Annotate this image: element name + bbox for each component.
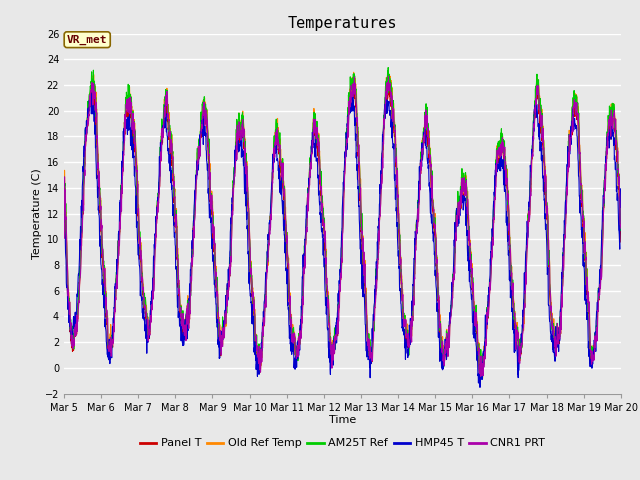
AM25T Ref: [216, 338, 223, 344]
Title: Temperatures: Temperatures: [287, 16, 397, 31]
Line: Panel T: Panel T: [64, 83, 621, 380]
CNR1 PRT: [584, 286, 591, 291]
Text: VR_met: VR_met: [67, 35, 108, 45]
Old Ref Temp: [617, 224, 625, 230]
Old Ref Temp: [505, 203, 513, 208]
HMP45 T: [476, 384, 484, 390]
AM25T Ref: [505, 210, 513, 216]
HMP45 T: [88, 90, 96, 96]
Old Ref Temp: [568, 121, 576, 127]
CNR1 PRT: [358, 238, 366, 243]
AM25T Ref: [358, 244, 366, 250]
HMP45 T: [505, 248, 513, 254]
CNR1 PRT: [385, 73, 392, 79]
CNR1 PRT: [60, 221, 68, 227]
CNR1 PRT: [371, 318, 378, 324]
AM25T Ref: [476, 378, 484, 384]
CNR1 PRT: [477, 373, 484, 379]
Line: CNR1 PRT: CNR1 PRT: [64, 76, 621, 376]
Old Ref Temp: [350, 70, 358, 75]
Panel T: [505, 232, 513, 238]
AM25T Ref: [60, 233, 68, 239]
Panel T: [359, 252, 367, 258]
Old Ref Temp: [479, 375, 486, 381]
HMP45 T: [371, 287, 379, 292]
Old Ref Temp: [60, 224, 68, 229]
HMP45 T: [216, 354, 223, 360]
Y-axis label: Temperature (C): Temperature (C): [32, 168, 42, 259]
Panel T: [617, 239, 625, 245]
Old Ref Temp: [359, 245, 367, 251]
Line: HMP45 T: HMP45 T: [64, 93, 621, 387]
AM25T Ref: [617, 216, 625, 222]
AM25T Ref: [584, 292, 591, 298]
Legend: Panel T, Old Ref Temp, AM25T Ref, HMP45 T, CNR1 PRT: Panel T, Old Ref Temp, AM25T Ref, HMP45 …: [135, 434, 550, 453]
AM25T Ref: [371, 301, 378, 307]
Old Ref Temp: [584, 280, 591, 286]
Panel T: [216, 332, 223, 338]
Old Ref Temp: [216, 324, 223, 329]
HMP45 T: [584, 312, 591, 318]
X-axis label: Time: Time: [329, 415, 356, 425]
Line: AM25T Ref: AM25T Ref: [64, 68, 621, 381]
Panel T: [350, 80, 358, 86]
CNR1 PRT: [568, 128, 576, 133]
Line: Old Ref Temp: Old Ref Temp: [64, 72, 621, 378]
Panel T: [371, 300, 379, 306]
CNR1 PRT: [505, 204, 513, 210]
HMP45 T: [60, 192, 68, 198]
CNR1 PRT: [216, 319, 223, 325]
HMP45 T: [359, 294, 367, 300]
Panel T: [476, 377, 483, 383]
Old Ref Temp: [371, 301, 379, 307]
CNR1 PRT: [617, 225, 625, 231]
HMP45 T: [568, 123, 576, 129]
HMP45 T: [617, 204, 625, 210]
Panel T: [60, 180, 68, 186]
AM25T Ref: [568, 106, 576, 111]
Panel T: [568, 117, 576, 123]
Panel T: [584, 295, 591, 300]
AM25T Ref: [385, 65, 392, 71]
